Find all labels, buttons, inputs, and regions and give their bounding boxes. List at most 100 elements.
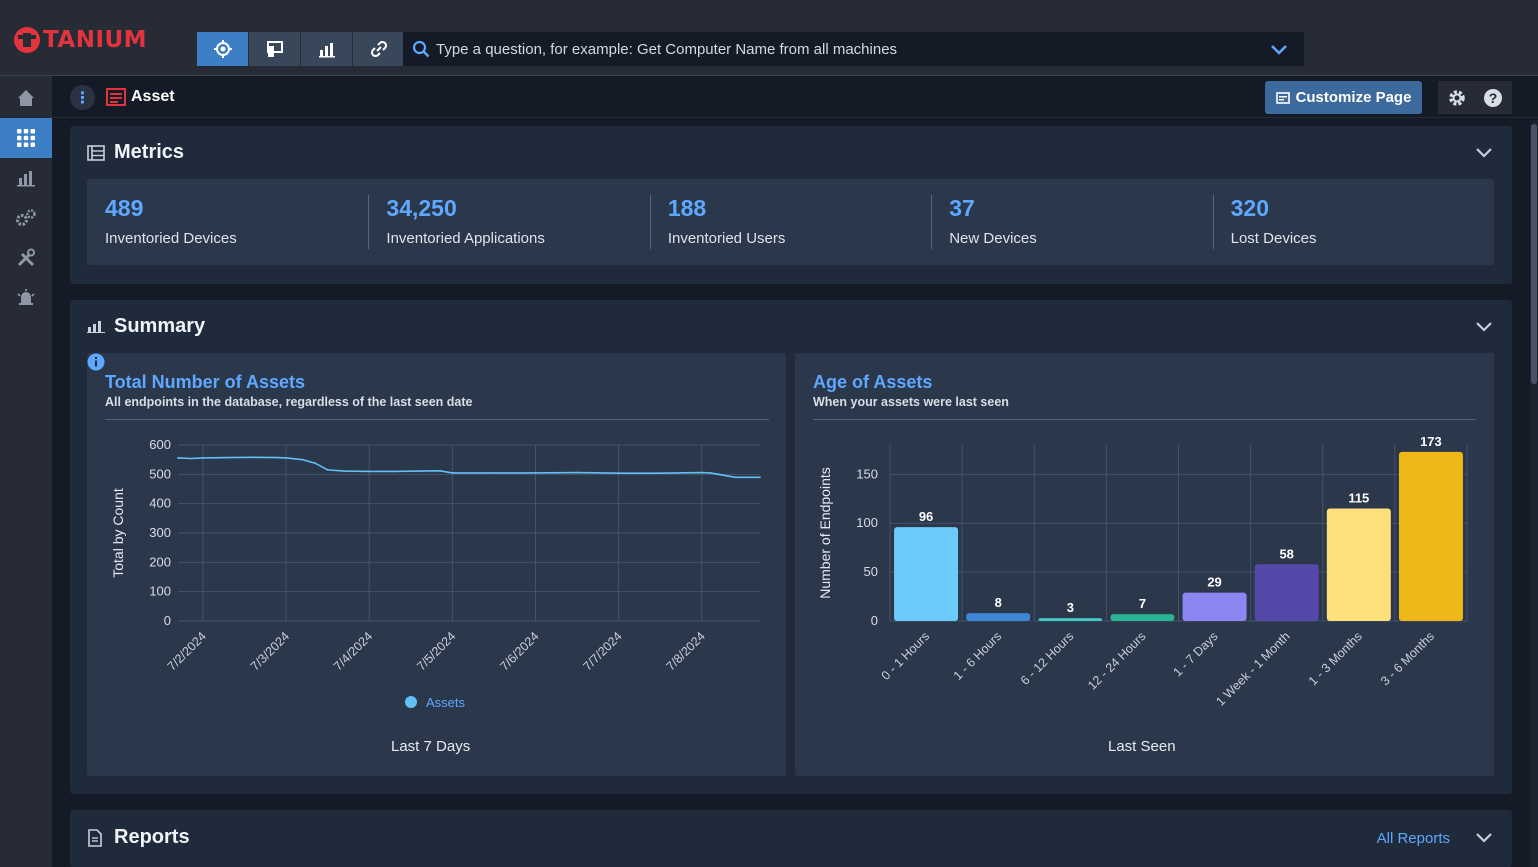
all-reports-link[interactable]: All Reports <box>1376 830 1450 847</box>
endpoint-icon <box>266 41 283 57</box>
x-tick-label: 7/2/2024 <box>165 629 209 673</box>
x-tick-label: 0 - 1 Hours <box>879 629 933 683</box>
age-of-assets-bar-chart: 0 50 100 150 96 0 - 1 Hours 8 1 - 6 Hours 3 6 - 1… <box>817 434 1468 709</box>
assets-data-point <box>534 471 537 474</box>
x-tick-label: 7/3/2024 <box>248 629 292 673</box>
chevron-down-icon[interactable] <box>1269 39 1289 59</box>
legend-assets-marker <box>405 696 417 708</box>
nav-modules[interactable] <box>0 118 52 158</box>
endpoint-button[interactable] <box>249 32 301 66</box>
summary-panel: Summary Total Number of Assets All endpo… <box>70 300 1512 794</box>
line-y-axis-title: Total by Count <box>110 488 126 578</box>
metric-label: New Devices <box>949 230 1037 247</box>
gears-icon <box>16 209 36 226</box>
metric-lost-devices[interactable]: 320 Lost Devices <box>1212 179 1494 265</box>
customize-icon <box>1275 91 1290 104</box>
settings-button[interactable] <box>1438 81 1476 114</box>
metrics-strip: 489 Inventoried Devices 34,250 Inventori… <box>87 179 1494 265</box>
assets-data-point <box>576 471 578 474</box>
age-of-assets-title[interactable]: Age of Assets <box>813 372 933 392</box>
metric-new-devices[interactable]: 37 New Devices <box>931 179 1212 265</box>
y-tick-label: 300 <box>149 525 171 540</box>
bar-value-label: 8 <box>995 595 1002 610</box>
y-tick-label: 0 <box>164 613 171 628</box>
collapse-summary-icon[interactable] <box>1474 318 1494 334</box>
metric-label: Lost Devices <box>1230 230 1317 247</box>
tanium-logo-mark <box>14 27 40 53</box>
nav-reports[interactable] <box>0 158 52 198</box>
reports-icon <box>17 171 35 187</box>
modules-icon <box>17 129 35 147</box>
x-tick-label: 12 - 24 Hours <box>1085 629 1148 692</box>
x-tick-label: 1 - 7 Days <box>1171 629 1221 679</box>
alarm-icon <box>17 289 35 305</box>
customize-page-button[interactable]: Customize Page <box>1265 81 1422 114</box>
assets-data-point <box>709 471 712 474</box>
divider <box>813 419 1476 420</box>
metric-value: 489 <box>105 195 144 221</box>
x-tick-label: 7/8/2024 <box>664 629 708 673</box>
bar-value-label: 58 <box>1279 546 1293 561</box>
nav-alerts[interactable] <box>0 278 52 318</box>
customize-label: Customize Page <box>1295 89 1412 106</box>
metric-inventoried-users[interactable]: 188 Inventoried Users <box>649 179 931 265</box>
link-button[interactable] <box>353 32 405 66</box>
metric-value: 188 <box>667 195 707 221</box>
metric-inventoried-applications[interactable]: 34,250 Inventoried Applications <box>368 179 649 265</box>
bar <box>1398 451 1463 621</box>
bar-x-axis-title: Last Seen <box>1108 738 1176 755</box>
x-tick-label: 7/5/2024 <box>414 629 458 673</box>
bar-value-label: 115 <box>1348 491 1369 506</box>
metric-value: 34,250 <box>386 195 457 221</box>
divider <box>105 419 769 420</box>
top-bar: TANIUM Type a question, for example: Get… <box>0 0 1538 76</box>
bar-value-label: 173 <box>1420 434 1442 449</box>
assets-data-point <box>326 469 329 471</box>
collapse-metrics-icon[interactable] <box>1474 144 1494 160</box>
page-title: Asset <box>131 88 175 105</box>
assets-data-point <box>717 473 720 476</box>
scrollbar-thumb[interactable] <box>1531 124 1537 384</box>
question-search-input[interactable]: Type a question, for example: Get Comput… <box>403 32 1304 66</box>
bar <box>1254 564 1319 621</box>
bar-value-label: 7 <box>1139 596 1146 611</box>
total-assets-line-chart: 0 100 200 300 400 500 600 7/2/2024 7/3/2024 7/4/2… <box>110 437 761 710</box>
crosshair-button[interactable] <box>197 32 249 66</box>
help-button[interactable]: ? <box>1474 81 1512 114</box>
bar <box>1326 508 1391 621</box>
metrics-panel: Metrics 489 Inventoried Devices 34,250 I… <box>70 126 1512 284</box>
y-tick-label: 150 <box>856 466 878 481</box>
nav-home[interactable] <box>0 78 52 118</box>
assets-series-line <box>177 456 760 479</box>
search-placeholder: Type a question, for example: Get Comput… <box>436 40 898 58</box>
link-icon <box>370 40 387 58</box>
x-tick-label: 7/6/2024 <box>497 629 541 673</box>
help-icon: ? <box>1484 88 1502 107</box>
nav-administration[interactable] <box>0 198 52 238</box>
metric-label: Inventoried Users <box>667 230 786 247</box>
chart-button[interactable] <box>301 32 353 66</box>
y-tick-label: 200 <box>149 554 171 569</box>
page-scrollbar[interactable] <box>1530 120 1538 867</box>
info-icon[interactable] <box>87 353 105 371</box>
nav-tools[interactable] <box>0 238 52 278</box>
tools-icon <box>17 248 35 267</box>
total-assets-card: Total Number of Assets All endpoints in … <box>87 353 786 776</box>
home-icon <box>18 90 34 106</box>
total-assets-title[interactable]: Total Number of Assets <box>105 372 306 392</box>
breadcrumb: ⋮ Asset Customize Page ? <box>52 76 1538 118</box>
kebab-menu-icon[interactable]: ⋮ <box>70 85 95 110</box>
assets-data-point <box>393 470 396 473</box>
assets-data-point <box>493 471 495 474</box>
summary-title: Summary <box>114 315 206 337</box>
reports-doc-icon <box>88 829 102 847</box>
collapse-reports-icon[interactable] <box>1474 829 1494 845</box>
assets-data-point <box>617 472 620 475</box>
metric-inventoried-devices[interactable]: 489 Inventoried Devices <box>87 179 368 265</box>
assets-data-point <box>189 457 192 460</box>
y-tick-label: 400 <box>149 496 171 511</box>
tanium-logo[interactable]: TANIUM <box>14 27 147 53</box>
y-tick-label: 100 <box>149 584 171 599</box>
assets-data-point <box>301 458 304 461</box>
x-tick-label: 6 - 12 Hours <box>1018 629 1077 688</box>
